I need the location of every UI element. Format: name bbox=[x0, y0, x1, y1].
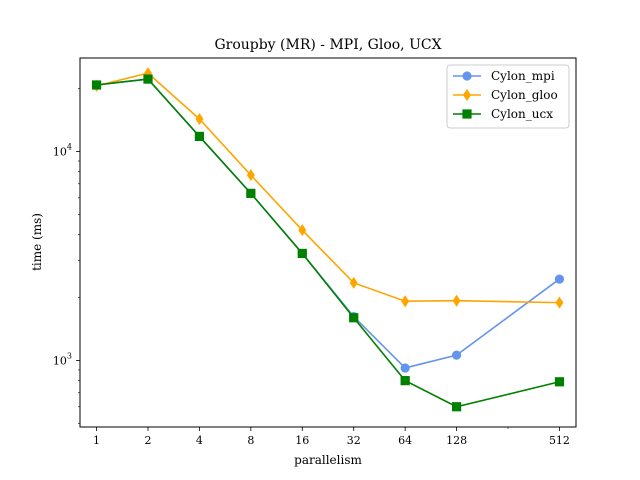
y-tick-label: 104 bbox=[53, 142, 72, 158]
x-axis-ticks: 1 2 4 8 16 32 64 128 512 bbox=[93, 427, 570, 447]
data-point-cylon-ucx bbox=[91, 80, 102, 90]
x-tick-label: 16 bbox=[295, 434, 309, 447]
y-tick-label: 103 bbox=[53, 351, 72, 367]
x-axis-label: parallelism bbox=[294, 453, 362, 467]
series-layer bbox=[91, 67, 565, 412]
data-point-cylon-ucx bbox=[349, 313, 359, 323]
x-tick-label: 128 bbox=[446, 434, 467, 447]
data-point-cylon-ucx bbox=[451, 402, 462, 412]
x-tick-label: 512 bbox=[549, 434, 570, 447]
x-tick-label: 2 bbox=[144, 434, 151, 447]
legend-label-cylon-mpi: Cylon_mpi bbox=[491, 69, 555, 83]
data-point-cylon-gloo bbox=[246, 169, 255, 182]
x-tick-label: 64 bbox=[398, 434, 412, 447]
chart-title: Groupby (MR) - MPI, Gloo, UCX bbox=[214, 37, 441, 53]
data-point-cylon-gloo bbox=[401, 295, 410, 308]
data-point-cylon-gloo bbox=[452, 294, 461, 307]
legend-marker-cylon-mpi bbox=[462, 71, 472, 81]
legend-box bbox=[446, 64, 570, 129]
data-point-cylon-ucx bbox=[246, 188, 256, 198]
data-point-cylon-mpi bbox=[400, 363, 410, 373]
x-tick-label: 32 bbox=[347, 434, 361, 447]
data-point-cylon-ucx bbox=[400, 376, 410, 386]
data-point-cylon-ucx bbox=[554, 377, 565, 387]
y-axis-label: time (ms) bbox=[30, 213, 44, 271]
data-point-cylon-mpi bbox=[554, 274, 565, 284]
data-point-cylon-gloo bbox=[555, 296, 564, 309]
data-point-cylon-ucx bbox=[143, 74, 153, 84]
plot-frame bbox=[79, 57, 577, 428]
legend-label-cylon-gloo: Cylon_gloo bbox=[491, 88, 558, 102]
y-axis-ticks: 103 104 bbox=[53, 88, 80, 424]
data-point-cylon-gloo bbox=[195, 112, 204, 125]
data-point-cylon-gloo bbox=[298, 224, 307, 237]
data-point-cylon-ucx bbox=[297, 248, 307, 259]
legend-marker-cylon-gloo bbox=[463, 89, 471, 101]
data-point-cylon-mpi bbox=[451, 350, 462, 360]
data-point-cylon-gloo bbox=[349, 276, 358, 289]
legend-label-cylon-ucx: Cylon_ucx bbox=[491, 107, 553, 121]
x-tick-label: 1 bbox=[93, 434, 100, 447]
data-point-cylon-ucx bbox=[194, 131, 205, 142]
legend: Cylon_mpi Cylon_gloo Cylon_ucx bbox=[446, 64, 570, 129]
x-tick-label: 8 bbox=[247, 434, 254, 447]
x-tick-label: 4 bbox=[196, 434, 203, 447]
legend-marker-cylon-ucx bbox=[462, 109, 472, 119]
